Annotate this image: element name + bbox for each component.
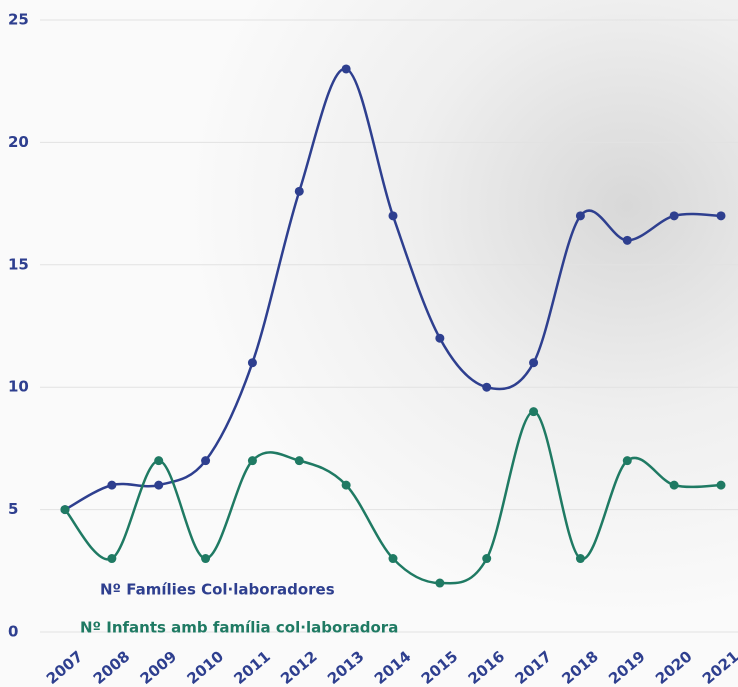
point [435,333,445,343]
point [154,480,164,490]
point [575,211,585,221]
point [716,211,726,221]
y-tick-label: 15 [8,255,29,273]
point [341,480,351,490]
point [669,480,679,490]
point [388,211,398,221]
point [622,456,632,466]
point [294,456,304,466]
y-tick-label: 25 [8,11,29,29]
point [341,64,351,74]
point [294,186,304,196]
point [575,554,585,564]
point [669,211,679,221]
y-tick-label: 5 [8,500,18,518]
point [201,554,211,564]
point [247,358,257,368]
point [529,358,539,368]
point [435,578,445,588]
point [622,235,632,245]
point [388,554,398,564]
point [107,480,117,490]
point [482,554,492,564]
point [154,456,164,466]
point [201,456,211,466]
point [107,554,117,564]
y-tick-label: 20 [8,133,29,151]
point [482,382,492,392]
legend-label: Nº Infants amb família col·laboradora [80,619,398,637]
y-tick-label: 10 [8,378,29,396]
point [716,480,726,490]
point [60,505,70,515]
point [529,407,539,417]
y-tick-label: 0 [8,623,18,641]
point [247,456,257,466]
legend-label: Nº Famílies Col·laboradores [100,581,335,599]
